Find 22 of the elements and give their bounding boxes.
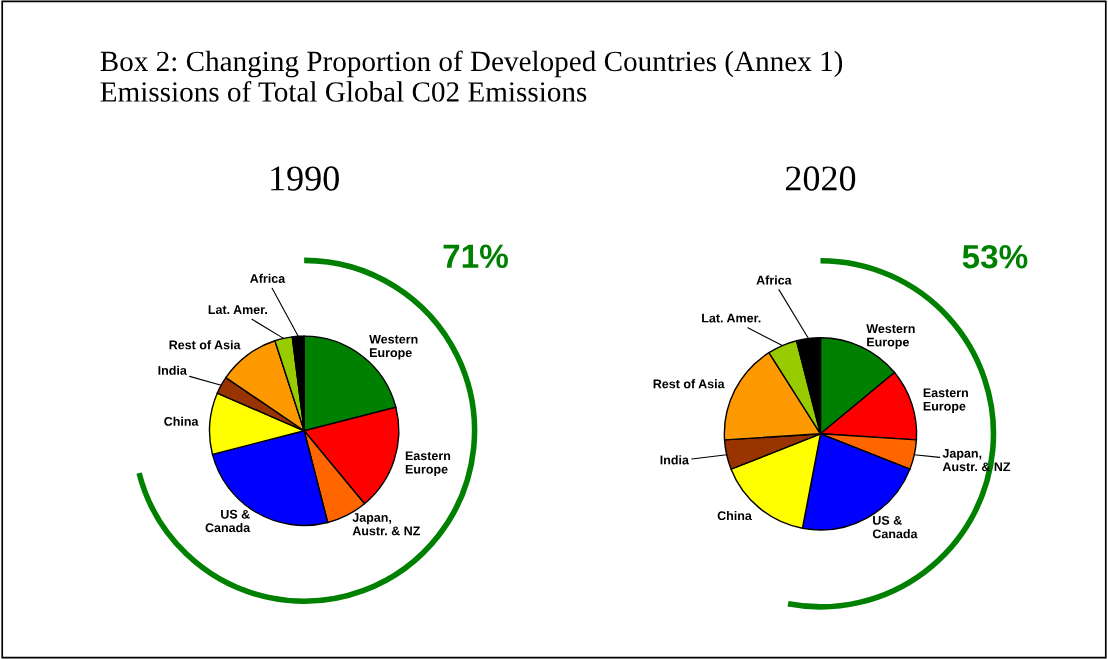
slice-label: Western Europe — [369, 334, 418, 360]
text: Box 2: Changing Proportion of Developed Countries (Annex 1) Emissions of Total Global C02 Emissions — [100, 50, 843, 102]
slice-label: Rest of Asia — [169, 340, 241, 350]
slice-label: Lat. Amer. — [702, 313, 761, 323]
slice-label: Lat. Amer. — [208, 305, 267, 315]
chart-title: 1990 — [271, 166, 339, 191]
chart-title: 2020 — [785, 166, 856, 191]
text: 53% — [962, 244, 1028, 269]
slice-label: Western Europe — [866, 324, 915, 349]
slice-label: Japan, Austr. & NZ — [352, 513, 420, 536]
slice-label: China — [717, 510, 752, 521]
slice-label: China — [164, 416, 199, 426]
slice-label: US & Canada — [872, 515, 918, 539]
slice-label: Africa — [250, 273, 286, 283]
slice-label: Eastern Europe — [923, 388, 968, 414]
slice-label: Rest of Asia — [653, 379, 725, 389]
slice-label: Africa — [756, 275, 792, 285]
slice-label: Eastern Europe — [405, 451, 451, 477]
text: 71% — [443, 244, 508, 269]
slice-label: India — [660, 455, 689, 465]
slice-label: India — [158, 365, 187, 375]
slice-label: US & Canada — [205, 509, 251, 533]
